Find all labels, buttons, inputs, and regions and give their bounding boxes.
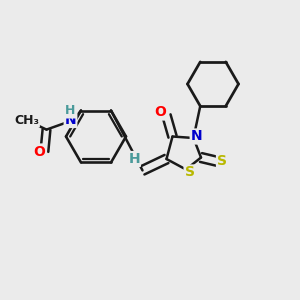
Text: S: S — [184, 166, 195, 179]
Text: H: H — [65, 104, 76, 118]
Text: N: N — [65, 113, 76, 127]
Text: N: N — [191, 130, 202, 143]
Text: O: O — [154, 106, 166, 119]
Text: S: S — [217, 154, 227, 168]
Text: O: O — [33, 145, 45, 158]
Text: H: H — [128, 152, 140, 166]
Text: CH₃: CH₃ — [14, 113, 39, 127]
